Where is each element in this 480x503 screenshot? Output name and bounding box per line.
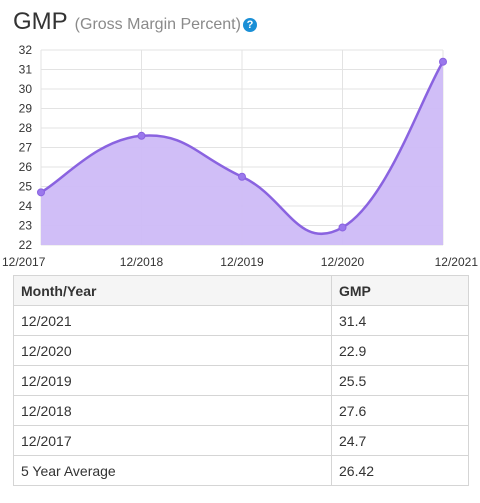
gmp-table: Month/Year GMP 12/2021 31.4 12/2020 22.9… [13, 275, 469, 486]
cell-month: 12/2021 [13, 305, 332, 336]
table-header-row: Month/Year GMP [13, 275, 469, 306]
data-point [137, 131, 146, 140]
cell-gmp: 26.42 [331, 455, 469, 486]
x-tick-label: 12/2018 [120, 255, 164, 269]
y-axis-ticks: 22 23 24 25 26 27 28 29 30 31 32 [19, 43, 33, 252]
y-tick-label: 31 [19, 63, 33, 77]
title-subtitle: (Gross Margin Percent) [74, 16, 241, 33]
help-icon[interactable]: ? [242, 18, 257, 32]
series-line [40, 61, 445, 236]
y-tick-label: 29 [19, 102, 33, 116]
title-main: GMP [13, 8, 68, 35]
cell-gmp: 22.9 [331, 335, 469, 366]
cell-month: 12/2018 [13, 395, 332, 426]
data-point [37, 188, 45, 197]
chart-title: GMP (Gross Margin Percent) ? [13, 8, 257, 40]
x-axis-ticks: 12/2017 12/2018 12/2019 12/2020 12/2021 [2, 255, 478, 269]
y-tick-label: 27 [19, 141, 33, 155]
y-tick-label: 26 [19, 160, 33, 174]
data-point [238, 172, 246, 181]
table-row: 12/2021 31.4 [13, 305, 469, 336]
y-tick-label: 23 [19, 219, 33, 233]
header-month-year: Month/Year [13, 275, 332, 306]
cell-gmp: 24.7 [331, 425, 469, 456]
table-row: 12/2017 24.7 [13, 425, 469, 456]
x-tick-label: 12/2017 [2, 255, 46, 269]
table-row: 12/2020 22.9 [13, 335, 469, 366]
table-row: 12/2019 25.5 [13, 365, 469, 396]
series-area-fill [41, 61, 443, 246]
point-layer [37, 57, 447, 232]
x-tick-label: 12/2021 [435, 255, 479, 269]
table-row: 12/2018 27.6 [13, 395, 469, 426]
y-tick-label: 22 [19, 238, 33, 252]
y-tick-label: 30 [19, 82, 33, 96]
table-row-average: 5 Year Average 26.42 [13, 455, 469, 486]
data-point [338, 223, 347, 232]
cell-gmp: 25.5 [331, 365, 469, 396]
y-tick-label: 28 [19, 121, 33, 135]
y-tick-label: 24 [19, 199, 33, 213]
cell-month: 5 Year Average [13, 455, 332, 486]
cell-month: 12/2019 [13, 365, 332, 396]
x-tick-label: 12/2020 [321, 255, 365, 269]
x-tick-label: 12/2019 [220, 255, 264, 269]
y-tick-label: 32 [19, 43, 33, 57]
cell-month: 12/2017 [13, 425, 332, 456]
cell-gmp: 27.6 [331, 395, 469, 426]
cell-gmp: 31.4 [331, 305, 469, 336]
y-tick-label: 25 [19, 180, 33, 194]
data-point [439, 57, 447, 66]
area-layer [40, 61, 445, 246]
cell-month: 12/2020 [13, 335, 332, 366]
header-gmp: GMP [331, 275, 469, 306]
